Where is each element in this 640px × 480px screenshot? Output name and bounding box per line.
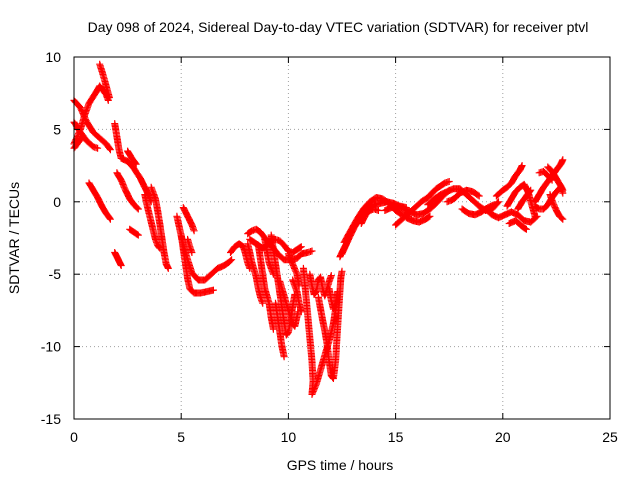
data-point-markers [254,241,277,333]
series-track-39 [402,212,434,226]
x-tick-label: 15 [388,429,404,445]
data-point-markers [289,276,305,316]
series-track-43 [482,205,541,226]
series-track-13 [147,183,172,272]
data-point-markers [482,205,541,226]
data-point-markers [126,225,142,239]
y-tick-label: -10 [41,339,61,355]
series-track-28 [289,276,305,316]
series-track-10 [111,249,125,269]
axis-ticks [73,56,611,420]
series-track-51 [546,191,567,223]
series-track-27 [284,250,303,290]
data-point-markers [306,270,335,300]
data-point-markers [177,231,217,297]
series-track-4 [96,60,113,101]
series-track-23 [261,235,277,278]
data-point-markers [284,250,303,290]
series-track-22 [254,241,277,333]
data-point-markers [272,299,288,361]
data-point-markers [111,120,155,206]
data-point-markers [141,191,164,252]
data-point-markers [314,267,346,382]
y-tick-label: 10 [45,49,61,65]
data-point-markers [336,235,352,261]
series-track-7 [111,120,155,206]
data-point-markers [111,249,125,269]
data-point-markers [357,205,382,227]
series-track-44 [492,162,526,200]
x-axis-label: GPS time / hours [287,457,394,473]
data-point-markers [227,240,254,272]
data-point-markers [244,240,267,307]
series-track-11 [126,225,142,239]
x-tick-label: 0 [70,429,78,445]
x-tick-label: 5 [177,429,185,445]
chart-title: Day 098 of 2024, Sidereal Day-to-day VTE… [88,19,589,35]
series-track-9 [124,147,140,168]
data-point-markers [96,60,113,101]
data-point-markers [505,217,530,233]
series-track-16 [184,235,196,256]
series-track-21 [244,240,267,307]
data-points [70,60,567,398]
data-point-markers [276,277,302,330]
data-point-markers [179,204,198,235]
series-track-47 [514,186,535,213]
data-point-markers [124,147,140,168]
series-track-18 [227,240,254,272]
plot-frame [73,56,611,420]
y-tick-label: -5 [49,266,62,282]
data-point-markers [85,179,114,223]
data-point-markers [514,186,535,213]
data-point-markers [546,191,567,223]
y-tick-labels: -15 -10 -5 0 5 10 [41,49,61,427]
y-tick-label: 0 [53,194,61,210]
data-point-markers [261,235,277,278]
data-point-markers [492,162,526,200]
series-track-30 [306,270,335,300]
series-track-25 [272,299,288,361]
y-tick-label: -15 [41,411,61,427]
data-point-markers [402,212,434,226]
series-track-31 [314,267,346,382]
data-point-markers [184,235,196,256]
data-point-markers [443,186,483,206]
series-track-36 [357,205,382,227]
y-tick-label: 5 [53,121,61,137]
series-track-8 [113,169,142,213]
data-point-markers [147,183,172,272]
data-point-markers [325,285,342,313]
series-track-15 [177,231,217,297]
x-tick-label: 25 [602,429,618,445]
data-point-markers [113,169,142,213]
series-track-41 [443,186,483,206]
series-track-32 [325,285,342,313]
series-track-17 [179,204,198,235]
series-track-12 [141,191,164,252]
x-tick-labels: 0 5 10 15 20 25 [70,429,618,445]
data-point-markers [535,167,556,184]
series-track-35 [336,235,352,261]
data-point-markers [544,163,567,194]
series-track-6 [85,179,114,223]
x-tick-label: 20 [495,429,511,445]
series-track-26 [276,277,302,330]
series-track-52 [544,163,567,194]
series-track-46 [505,217,530,233]
series-track-50 [535,167,556,184]
y-axis-label: SDTVAR / TECUs [6,182,22,294]
x-tick-label: 10 [281,429,297,445]
